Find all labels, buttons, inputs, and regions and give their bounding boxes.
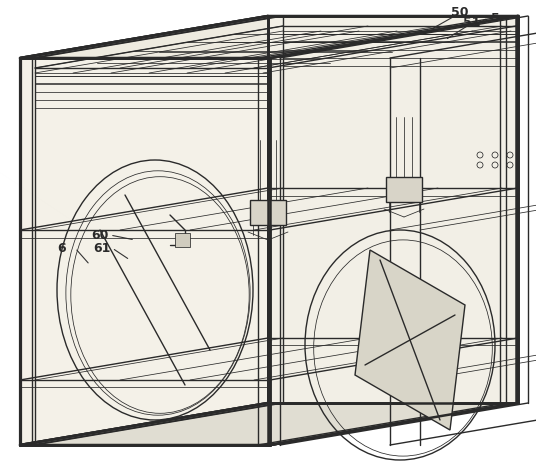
Polygon shape: [268, 16, 518, 403]
Text: 60: 60: [91, 228, 109, 242]
Polygon shape: [175, 233, 190, 247]
Text: 61: 61: [93, 242, 111, 254]
Polygon shape: [250, 200, 286, 225]
Polygon shape: [355, 250, 465, 430]
Polygon shape: [20, 16, 518, 58]
Polygon shape: [270, 16, 518, 445]
Polygon shape: [386, 177, 422, 202]
Text: 50: 50: [451, 6, 469, 18]
Polygon shape: [20, 58, 270, 445]
Text: 5: 5: [490, 11, 500, 24]
Text: 51: 51: [463, 16, 481, 29]
Polygon shape: [20, 403, 518, 445]
Text: 6: 6: [58, 242, 66, 254]
